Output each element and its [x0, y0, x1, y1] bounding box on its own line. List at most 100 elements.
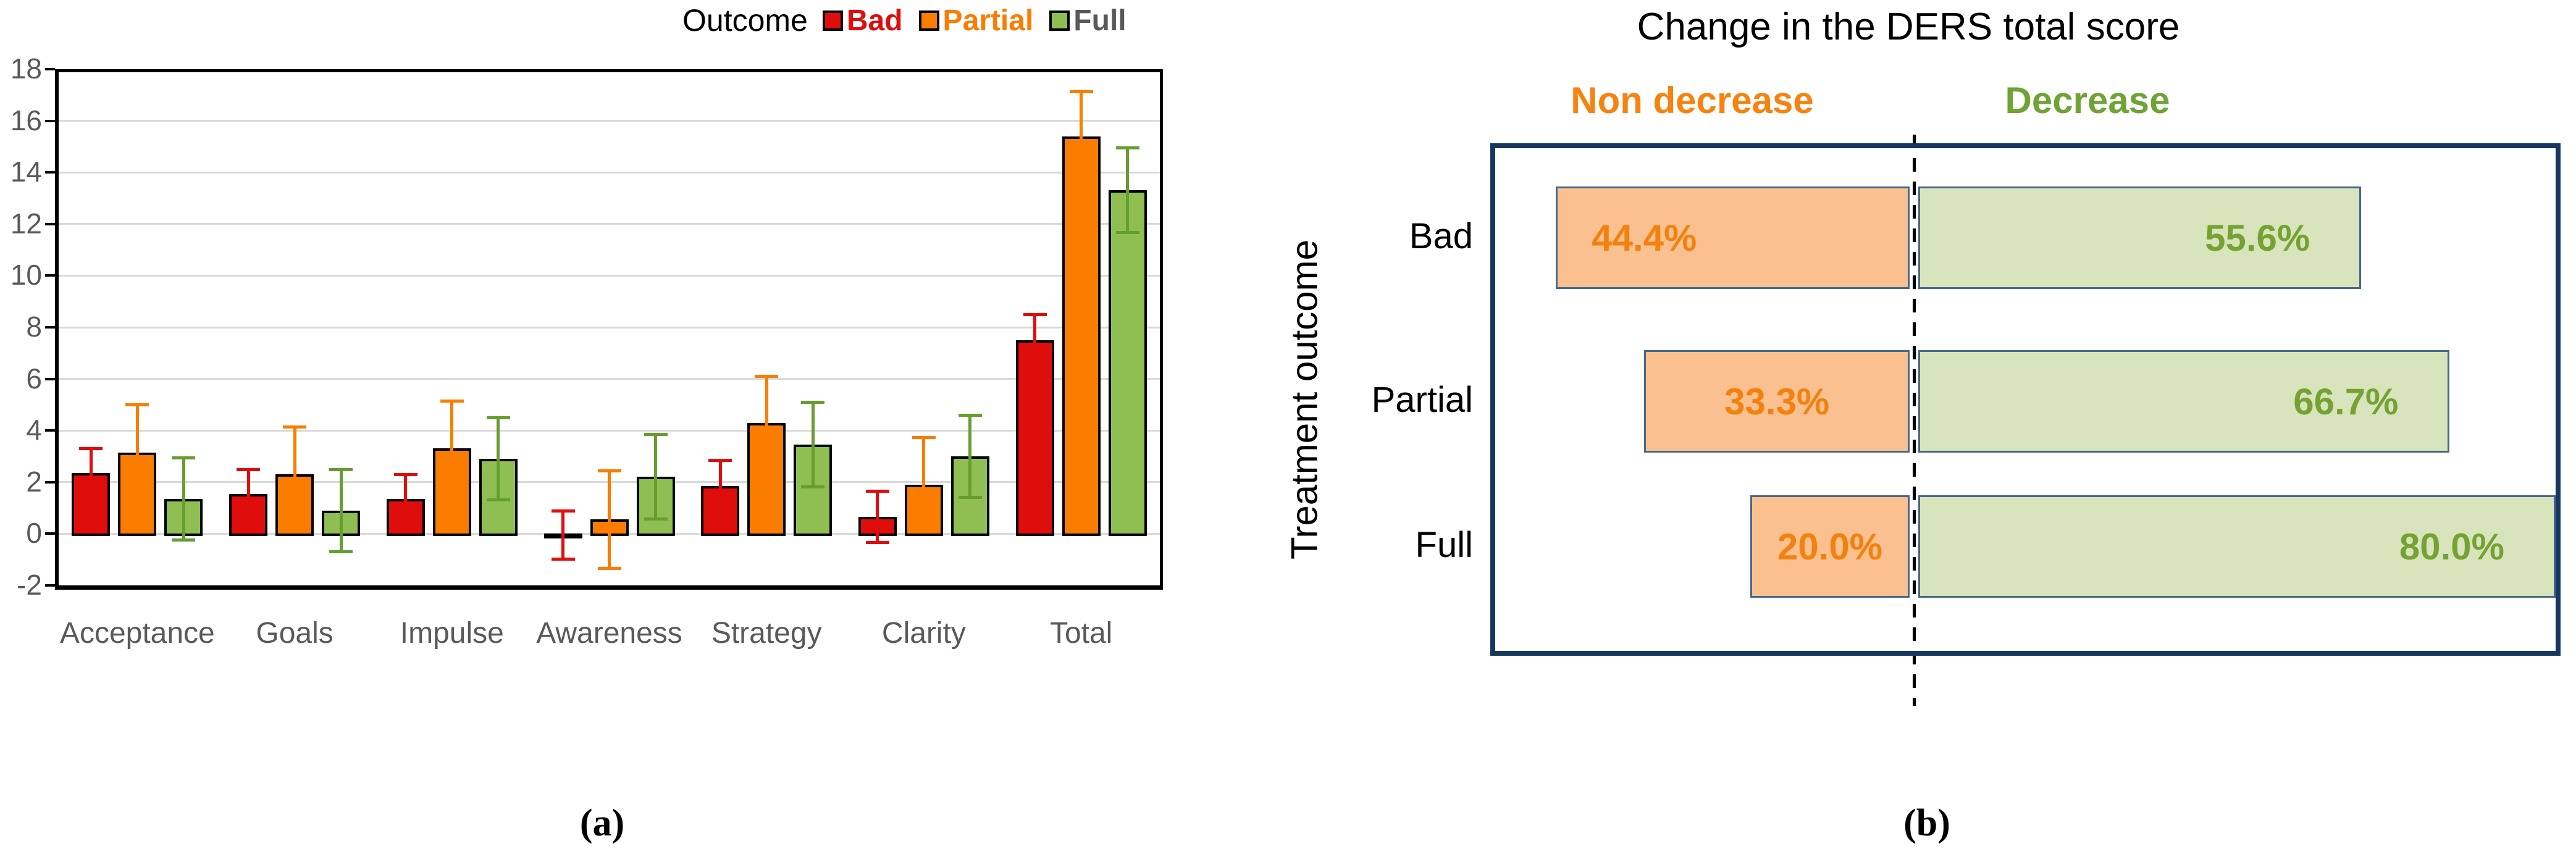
error-bar-bad: [1033, 314, 1037, 366]
error-bar-full: [1126, 148, 1130, 233]
error-bar-partial: [608, 470, 611, 569]
error-cap-top: [865, 490, 889, 493]
error-cap-top: [1069, 90, 1093, 93]
error-cap-top: [125, 403, 149, 407]
row-label-full: Full: [1415, 525, 1473, 565]
legend-item-bad: Bad: [822, 4, 903, 38]
plot-border-box: [1490, 143, 2561, 656]
error-cap-bottom: [865, 541, 889, 545]
row-label-bad: Bad: [1409, 216, 1473, 256]
error-cap-top: [1115, 146, 1139, 150]
error-cap-top: [551, 509, 575, 513]
x-category-label: Clarity: [881, 617, 966, 650]
x-category-label: Total: [1049, 617, 1113, 650]
error-bar-bad: [246, 469, 250, 519]
percent-label: 66.7%: [2293, 380, 2399, 422]
top-axis-line: [55, 69, 1163, 72]
legend: Outcome Bad Partial Full: [682, 1, 1143, 40]
error-cap-top: [393, 473, 417, 477]
error-cap-top: [708, 459, 732, 463]
y-axis-tick: [45, 326, 55, 329]
error-cap-bottom: [1069, 179, 1093, 183]
error-bar-partial: [293, 426, 296, 522]
legend-label-bad: Bad: [846, 4, 903, 37]
legend-title: Outcome: [682, 3, 808, 38]
gridline: [59, 223, 1160, 225]
error-cap-bottom: [125, 498, 149, 502]
bar-partial: [1062, 136, 1101, 537]
bar-decrease-bad: 55.6%: [1918, 186, 2362, 289]
error-cap-top: [1023, 313, 1047, 317]
legend-item-full: Full: [1049, 4, 1126, 38]
y-tick-label: 12: [10, 207, 42, 240]
right-axis-line: [1160, 69, 1163, 590]
x-category-label: Goals: [256, 617, 334, 650]
error-bar-bad: [404, 474, 408, 524]
error-cap-bottom: [486, 498, 510, 502]
error-bar-full: [811, 402, 815, 488]
gridline: [59, 378, 1160, 380]
error-cap-bottom: [708, 509, 732, 513]
y-axis-tick: [45, 480, 55, 484]
error-cap-bottom: [393, 521, 417, 525]
y-tick-label: -2: [17, 569, 42, 601]
error-bar-partial: [922, 437, 926, 533]
error-bar-bad: [876, 491, 879, 543]
gridline: [59, 120, 1160, 122]
legend-label-full: Full: [1073, 4, 1126, 37]
y-axis-tick: [45, 429, 55, 432]
error-cap-top: [486, 416, 510, 420]
y-tick-label: 18: [10, 52, 42, 85]
error-cap-bottom: [1023, 364, 1047, 367]
percent-label: 33.3%: [1724, 380, 1830, 422]
error-bar-full: [654, 434, 657, 520]
error-bar-partial: [1080, 91, 1083, 182]
error-cap-top: [283, 425, 307, 429]
x-category-label: Acceptance: [59, 617, 215, 650]
error-cap-bottom: [958, 495, 982, 499]
error-cap-bottom: [172, 538, 196, 542]
error-cap-top: [755, 375, 779, 379]
y-axis-tick: [45, 584, 55, 587]
error-cap-bottom: [755, 467, 779, 471]
panel-label-a: (a): [579, 802, 625, 844]
y-axis-tick: [45, 532, 55, 535]
error-cap-bottom: [644, 517, 668, 521]
error-cap-top: [644, 433, 668, 437]
bar-decrease-full: 80.0%: [1918, 495, 2556, 598]
header-non-decrease: Non decrease: [1571, 80, 1814, 121]
error-cap-bottom: [597, 566, 621, 570]
error-bar-partial: [450, 401, 454, 496]
ders-subscale-bar-chart: Outcome Bad Partial Full 18 16 14 12 10 8 6 4 2 0…: [0, 0, 1272, 854]
gridline: [59, 429, 1160, 432]
plot-area: [59, 69, 1160, 585]
bar-bad: [1015, 340, 1054, 537]
y-axis-tick: [45, 222, 55, 225]
error-bar-bad: [561, 510, 564, 560]
error-bar-bad: [718, 460, 722, 512]
gridline: [59, 171, 1160, 174]
y-tick-label: 10: [10, 259, 42, 291]
error-cap-bottom: [1115, 231, 1139, 235]
error-cap-bottom: [551, 558, 575, 561]
y-tick-label: 4: [26, 414, 42, 446]
legend-swatch-full-icon: [1049, 10, 1070, 31]
y-tick-label: 0: [26, 517, 42, 550]
x-category-label: Strategy: [711, 617, 822, 650]
y-tick-label: 8: [26, 311, 42, 343]
legend-label-partial: Partial: [942, 4, 1034, 37]
error-bar-full: [182, 458, 185, 540]
percent-label: 55.6%: [2205, 217, 2310, 259]
error-cap-bottom: [237, 516, 261, 520]
error-cap-bottom: [79, 495, 103, 499]
error-cap-top: [958, 414, 982, 417]
error-cap-top: [801, 401, 825, 404]
legend-swatch-partial-icon: [918, 10, 939, 31]
gridline: [59, 274, 1160, 277]
error-cap-bottom: [329, 550, 353, 553]
error-cap-bottom: [801, 485, 825, 489]
error-cap-top: [79, 447, 103, 451]
error-cap-bottom: [440, 494, 464, 498]
bar-non-decrease-partial: 33.3%: [1644, 350, 1910, 453]
error-cap-top: [237, 467, 261, 471]
